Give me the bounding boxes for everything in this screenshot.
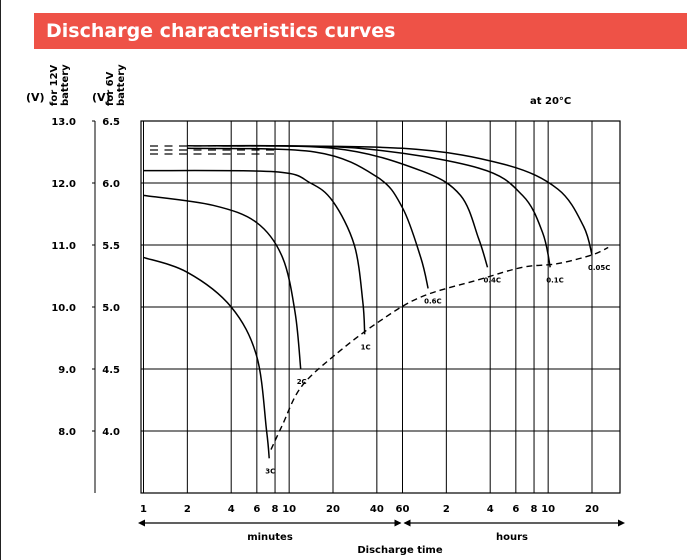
y-tick-label-6v: 4.5 [102, 365, 120, 376]
minutes-arrow-left-head [138, 519, 145, 527]
y-tick-label-12v: 11.0 [51, 241, 76, 252]
y-tick-label-12v: 12.0 [51, 179, 76, 190]
curve-label-3C: 3C [265, 467, 275, 475]
minutes-arrow-right-head [394, 519, 402, 527]
curve-0.05C [212, 145, 593, 256]
curve-1C [143, 169, 366, 335]
y-tick-label-6v: 6.5 [102, 117, 120, 128]
x-tick-label: 1 [140, 504, 147, 515]
x-tick-label: 40 [370, 504, 384, 515]
axes [92, 120, 625, 527]
y-tick-label-12v: 9.0 [58, 365, 76, 376]
hours-arrow-left-head [403, 519, 411, 527]
y-tick-label-6v: 5.5 [102, 241, 120, 252]
labels: 6.5 13.0 6.0 12.0 5.5 11.0 5.0 10.0 4.5 9.0 4.0 8.0… [51, 117, 610, 515]
x-tick-label: 2 [184, 504, 191, 515]
curve-label-2C: 2C [297, 378, 307, 386]
curve-3C [143, 256, 270, 459]
x-tick-label: 20 [585, 504, 599, 515]
hours-arrow-right-head [618, 519, 625, 527]
curve-label-0.1C: 0.1C [546, 276, 564, 284]
y-axis-label-12v: for 12Vbattery [49, 64, 71, 106]
x-minutes-label: minutes [247, 532, 293, 543]
x-tick-label: 10 [541, 504, 555, 515]
x-tick-label: 8 [531, 504, 538, 515]
y-tick-label-12v: 10.0 [51, 303, 76, 314]
curve-label-0.4C: 0.4C [483, 276, 501, 284]
x-hours-label: hours [496, 532, 528, 543]
y-axis-label-6v-v: (V) [92, 91, 111, 104]
y-axis-label-12v-v: (V) [26, 91, 45, 104]
y-tick-label-12v: 8.0 [58, 427, 76, 438]
curves [143, 144, 609, 459]
cutoff-voltage-line [270, 246, 609, 450]
curve-2C [143, 194, 302, 370]
y-tick-label-12v: 13.0 [51, 117, 76, 128]
curve-0.6C [187, 147, 429, 289]
x-tick-label: 10 [282, 504, 296, 515]
y-tick-label-6v: 4.0 [102, 427, 120, 438]
chart-title: Discharge characteristics curves [46, 20, 396, 42]
x-tick-label: 2 [443, 504, 450, 515]
x-tick-label: 60 [396, 504, 410, 515]
y-tick-label-6v: 5.0 [102, 303, 120, 314]
y-tick-label-6v: 6.0 [102, 179, 120, 190]
curve-0.1C [212, 145, 551, 268]
curve-label-1C: 1C [361, 343, 371, 351]
curve-label-0.05C: 0.05C [588, 264, 610, 272]
temperature-note: at 20°C [530, 96, 571, 107]
x-tick-label: 6 [253, 504, 260, 515]
curve-label-0.6C: 0.6C [424, 297, 442, 305]
x-tick-label: 20 [326, 504, 340, 515]
x-tick-label: 4 [487, 504, 494, 515]
curve-0.4C [187, 144, 489, 268]
x-tick-label: 8 [272, 504, 279, 515]
x-tick-label: 4 [228, 504, 235, 515]
chart-title-banner: Discharge characteristics curves [34, 13, 687, 49]
x-axis-title: Discharge time [357, 545, 442, 556]
grid [140, 120, 621, 494]
x-tick-label: 6 [512, 504, 519, 515]
y-axis-label-6v: for 6Vbattery [105, 64, 127, 106]
